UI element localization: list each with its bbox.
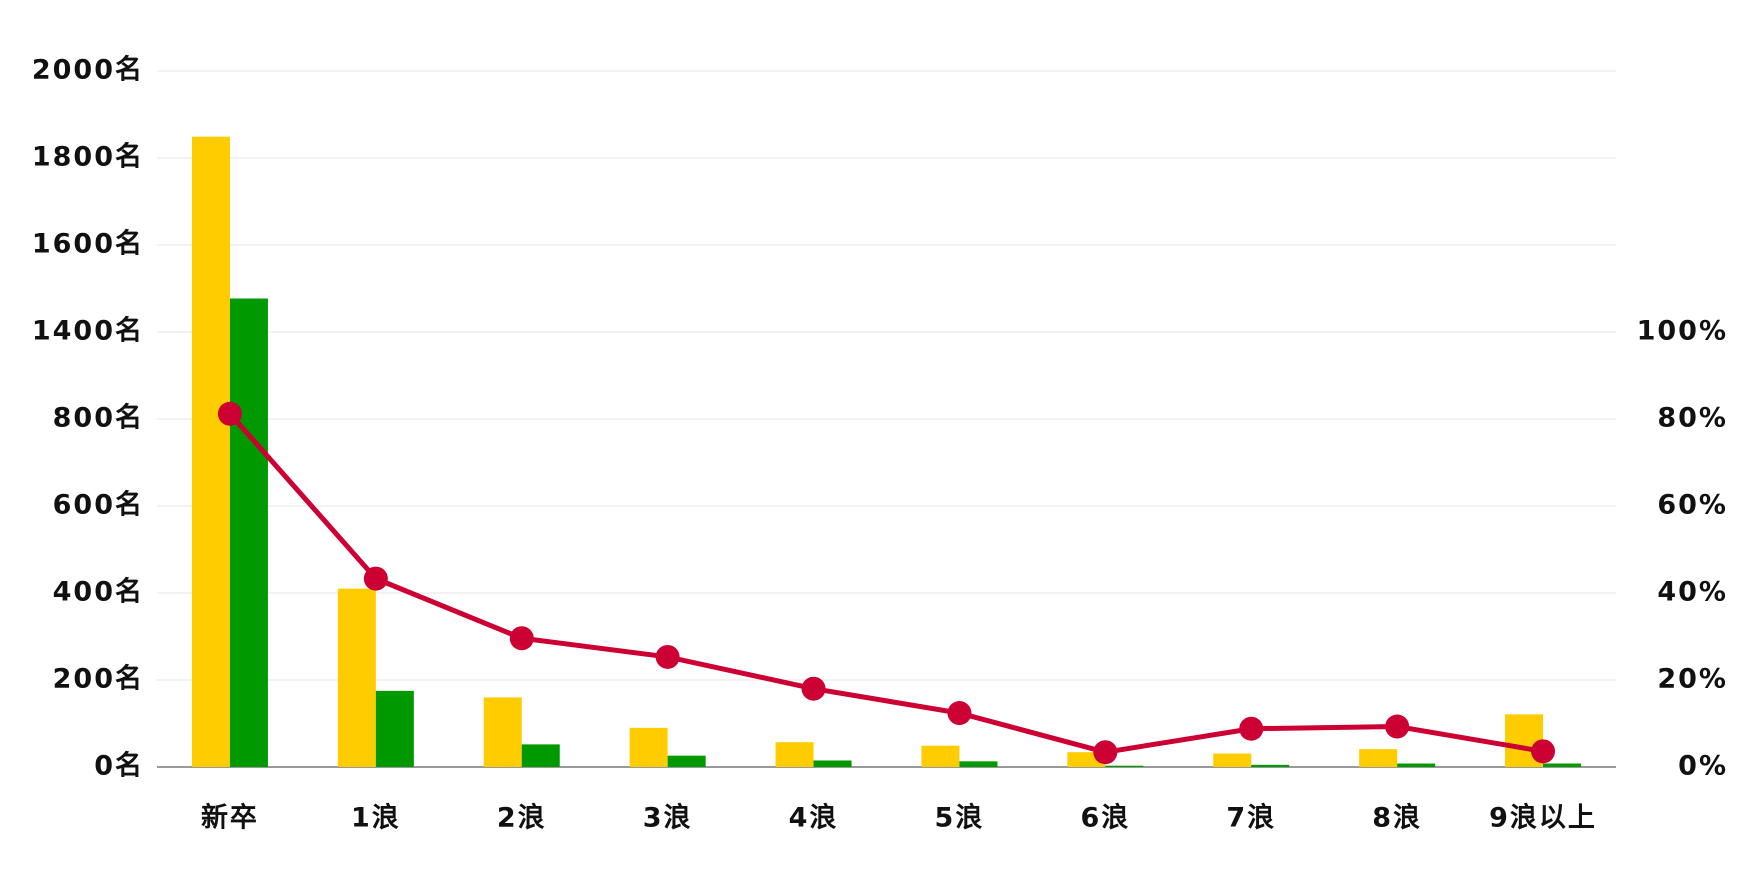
line-point (801, 676, 826, 701)
y2-tick-label: 100% (1637, 316, 1728, 347)
y-tick-label: 1600名 (32, 228, 144, 260)
y-tick-label: 800名 (53, 402, 144, 434)
y2-tick-label: 0% (1678, 751, 1728, 782)
y-tick-label: 0名 (94, 750, 144, 782)
x-tick-label: 1浪 (351, 802, 401, 834)
y-tick-label: 200名 (53, 663, 144, 695)
y-tick-label: 1800名 (32, 141, 144, 173)
bar (337, 588, 376, 767)
x-tick-label: 9浪以上 (1489, 802, 1597, 834)
y-tick-label: 600名 (53, 489, 144, 521)
line-point (363, 566, 388, 591)
line-point (509, 626, 534, 651)
y-tick-label: 1400名 (32, 315, 144, 347)
x-tick-label: 5浪 (935, 802, 985, 834)
y-tick-label: 2000名 (32, 54, 144, 86)
bar (191, 136, 230, 767)
x-tick-label: 2浪 (497, 802, 547, 834)
bar (1213, 753, 1252, 767)
y2-tick-label: 40% (1657, 577, 1728, 608)
x-tick-label: 6浪 (1080, 802, 1130, 834)
line-point (655, 644, 680, 669)
line-point (1531, 739, 1556, 764)
bar (775, 742, 814, 767)
bar (1397, 763, 1436, 767)
line-point (1385, 714, 1410, 739)
bar (1543, 763, 1582, 767)
x-tick-label: 7浪 (1226, 802, 1276, 834)
x-tick-label: 8浪 (1372, 802, 1422, 834)
bar (921, 745, 960, 767)
x-tick-label: 新卒 (201, 802, 259, 834)
bar (521, 744, 560, 767)
line (228, 412, 1544, 755)
x-tick-label: 4浪 (789, 802, 839, 834)
line-point (1239, 716, 1264, 741)
line-point (217, 401, 242, 426)
y2-tick-label: 80% (1657, 403, 1728, 434)
bar (667, 755, 706, 767)
bar (959, 761, 998, 767)
bar (629, 727, 668, 767)
bar (1359, 749, 1398, 767)
x-tick-label: 3浪 (643, 802, 693, 834)
y2-tick-label: 60% (1657, 490, 1728, 521)
bar (483, 697, 522, 767)
line-point (947, 701, 972, 726)
bar (1251, 764, 1290, 767)
bar (1105, 765, 1144, 767)
line-point (1093, 740, 1118, 765)
bar (813, 760, 852, 767)
bar (375, 690, 414, 767)
bar (229, 298, 268, 767)
y2-tick-label: 20% (1657, 664, 1728, 695)
y-tick-label: 400名 (53, 576, 144, 608)
